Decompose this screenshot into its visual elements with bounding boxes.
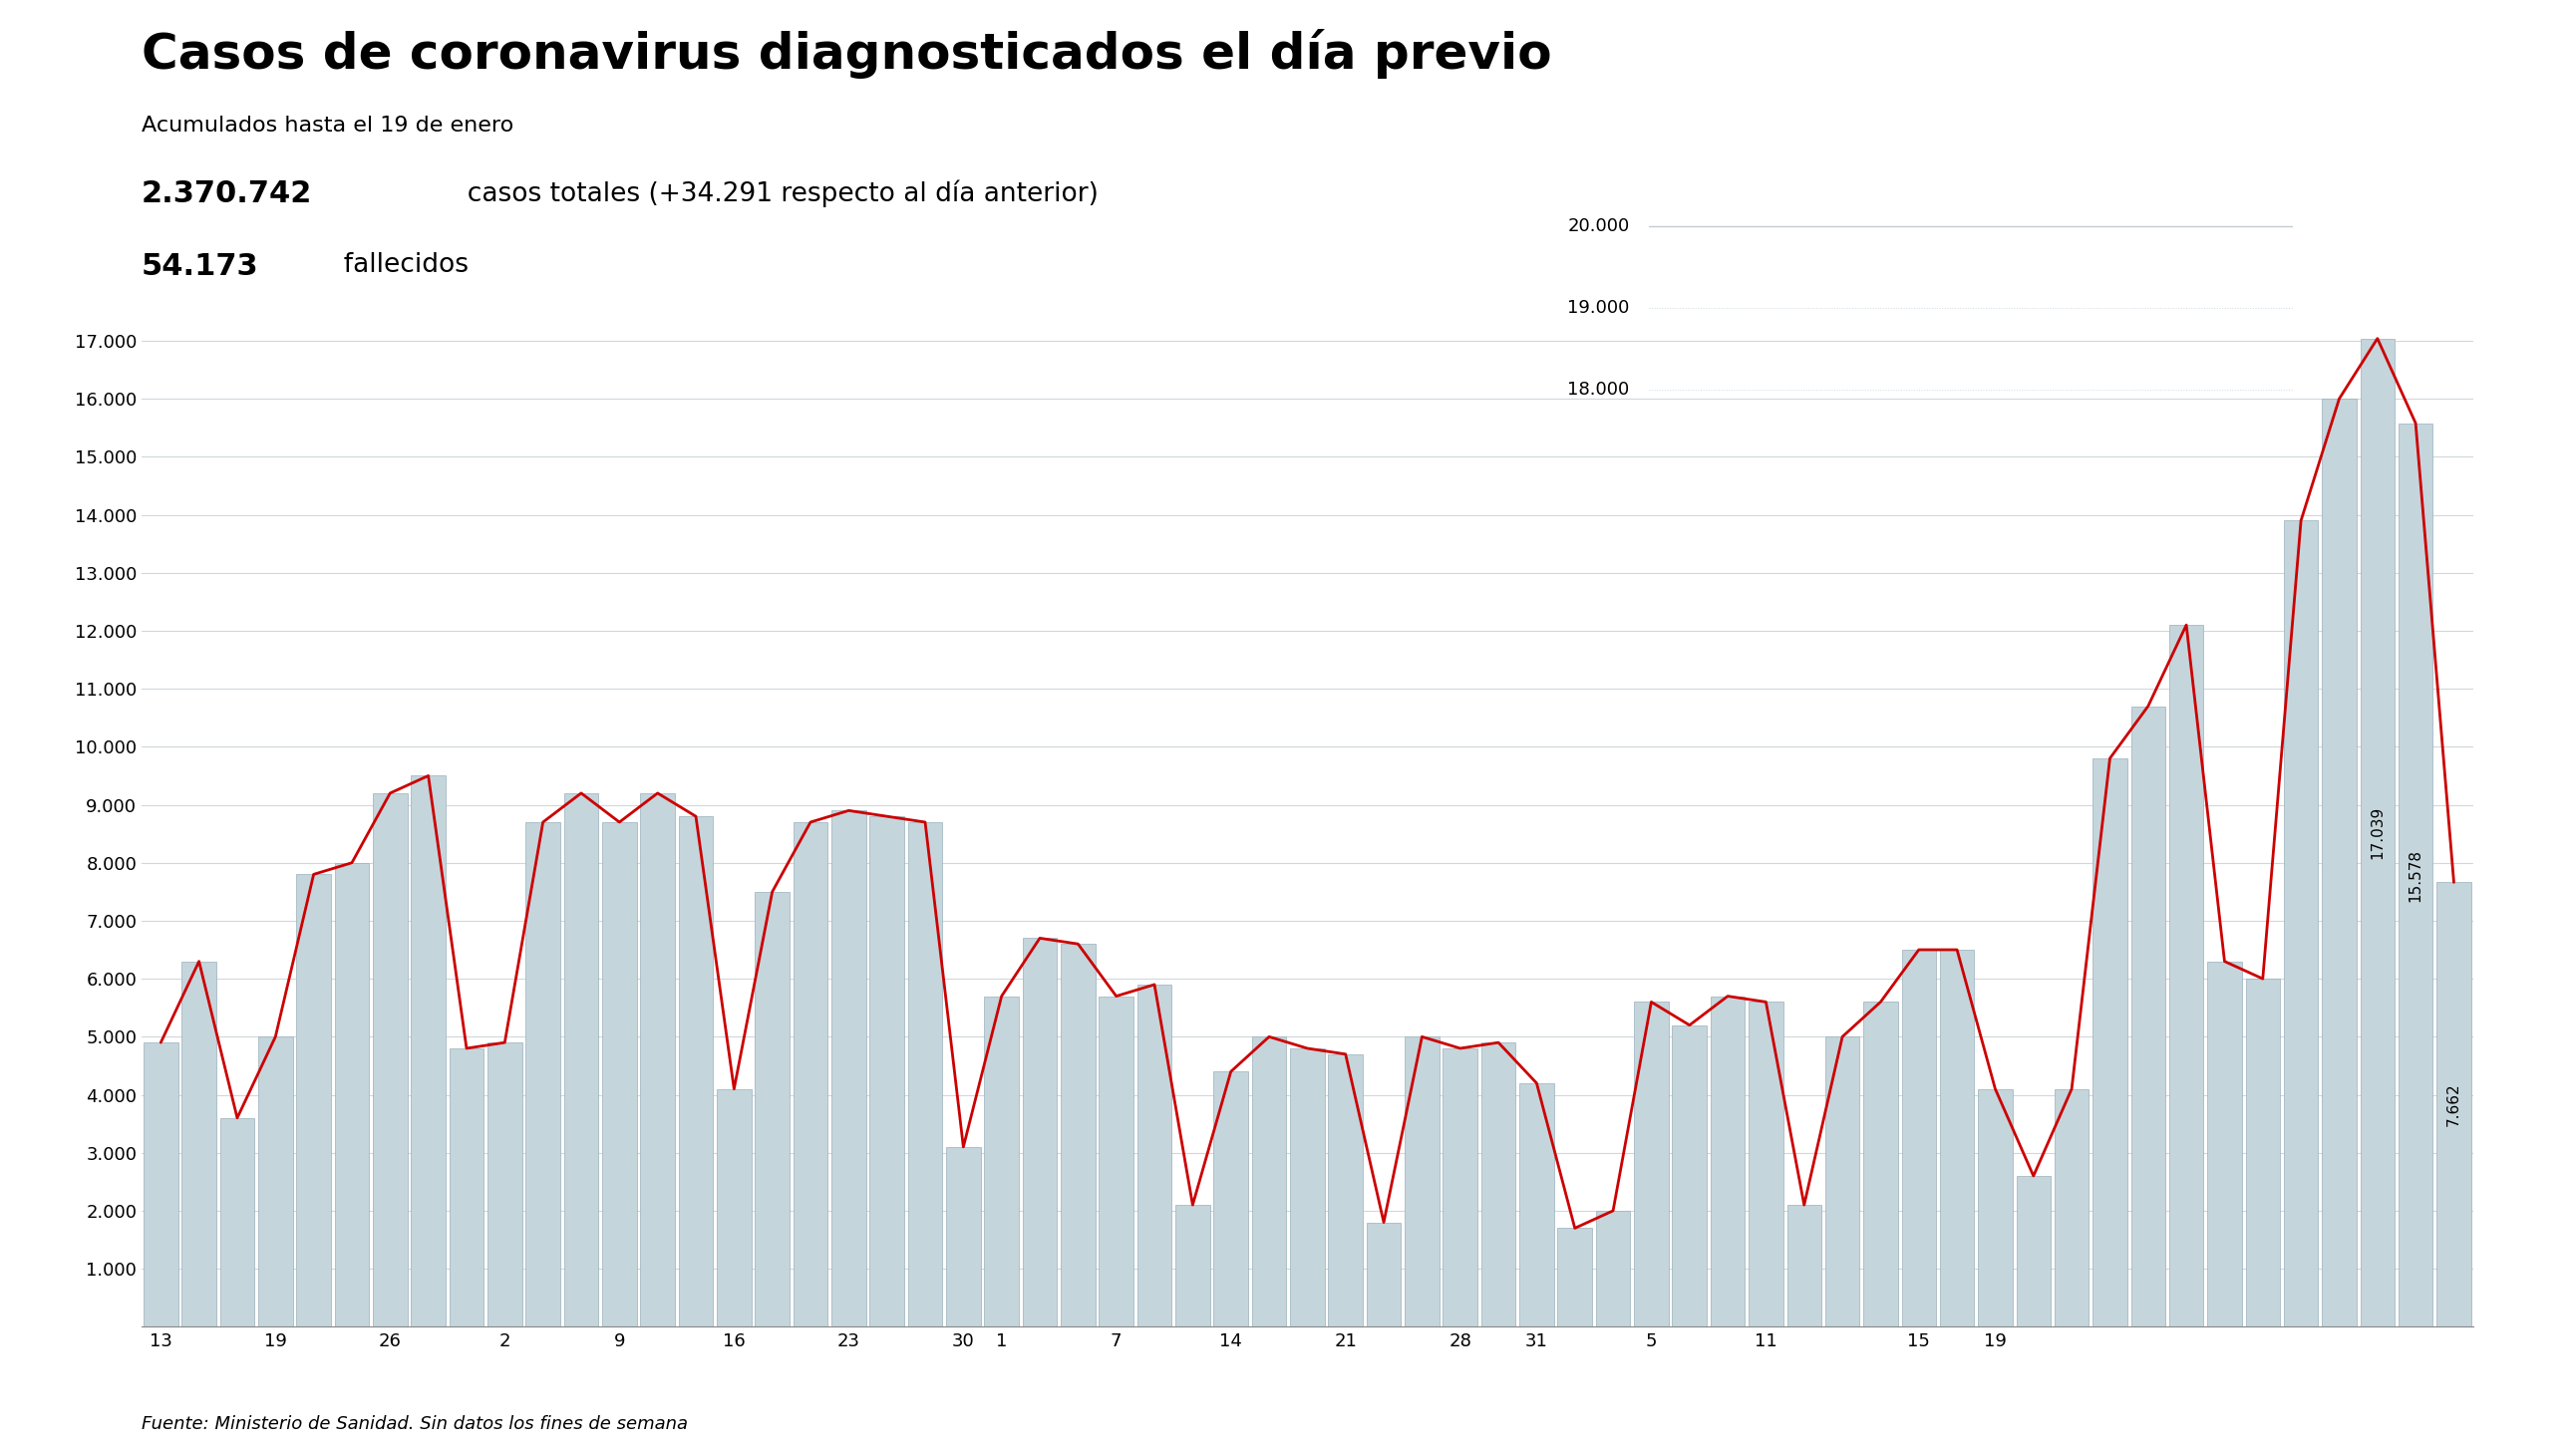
Bar: [2092, 758, 2128, 1327]
Bar: [448, 1048, 484, 1327]
Bar: [2285, 521, 2318, 1327]
Bar: [335, 863, 368, 1327]
Bar: [1404, 1037, 1440, 1327]
Bar: [1443, 1048, 1479, 1327]
Bar: [755, 892, 788, 1327]
Bar: [2056, 1089, 2089, 1327]
Bar: [1862, 1002, 1899, 1327]
Bar: [1481, 1043, 1515, 1327]
Text: 2.370.742: 2.370.742: [142, 180, 312, 209]
Bar: [2246, 979, 2280, 1327]
Text: 18.000: 18.000: [1566, 381, 1628, 399]
Text: 17.039: 17.039: [2370, 806, 2385, 860]
Bar: [2130, 706, 2166, 1327]
Bar: [1826, 1037, 1860, 1327]
Bar: [716, 1089, 752, 1327]
Text: 54.173: 54.173: [142, 252, 260, 281]
Bar: [183, 961, 216, 1327]
Bar: [677, 816, 714, 1327]
Bar: [871, 816, 904, 1327]
Bar: [1672, 1025, 1708, 1327]
Text: 15.578: 15.578: [2409, 848, 2424, 902]
Bar: [1100, 996, 1133, 1327]
Bar: [793, 822, 827, 1327]
Bar: [1978, 1089, 2012, 1327]
Bar: [296, 874, 330, 1327]
Bar: [832, 811, 866, 1327]
Bar: [1329, 1054, 1363, 1327]
Bar: [374, 793, 407, 1327]
Bar: [1252, 1037, 1285, 1327]
Bar: [2398, 423, 2432, 1327]
Bar: [1023, 938, 1056, 1327]
Bar: [907, 822, 943, 1327]
Bar: [412, 776, 446, 1327]
Bar: [1175, 1205, 1211, 1327]
Text: Acumulados hasta el 19 de enero: Acumulados hasta el 19 de enero: [142, 116, 513, 136]
Bar: [2169, 625, 2202, 1327]
Bar: [1633, 1002, 1669, 1327]
Bar: [945, 1147, 981, 1327]
Bar: [2017, 1176, 2050, 1327]
Bar: [641, 793, 675, 1327]
Text: fallecidos: fallecidos: [327, 252, 469, 278]
Bar: [1213, 1072, 1249, 1327]
Bar: [1291, 1048, 1324, 1327]
Bar: [2321, 399, 2357, 1327]
Bar: [219, 1118, 255, 1327]
Bar: [2437, 883, 2470, 1327]
Bar: [1749, 1002, 1783, 1327]
Bar: [1520, 1083, 1553, 1327]
Bar: [487, 1043, 523, 1327]
Bar: [1558, 1228, 1592, 1327]
Bar: [526, 822, 559, 1327]
Bar: [1597, 1211, 1631, 1327]
Bar: [1365, 1222, 1401, 1327]
Bar: [258, 1037, 294, 1327]
Bar: [1136, 985, 1172, 1327]
Bar: [1061, 944, 1095, 1327]
Bar: [2208, 961, 2241, 1327]
Bar: [1901, 950, 1937, 1327]
Text: 20.000: 20.000: [1566, 218, 1628, 235]
Bar: [603, 822, 636, 1327]
Bar: [984, 996, 1018, 1327]
Bar: [564, 793, 598, 1327]
Text: casos totales (+34.291 respecto al día anterior): casos totales (+34.291 respecto al día a…: [451, 180, 1097, 207]
Text: Casos de coronavirus diagnosticados el día previo: Casos de coronavirus diagnosticados el d…: [142, 29, 1551, 78]
Bar: [2360, 338, 2396, 1327]
Bar: [1710, 996, 1744, 1327]
Bar: [1940, 950, 1973, 1327]
Bar: [1788, 1205, 1821, 1327]
Text: Fuente: Ministerio de Sanidad. Sin datos los fines de semana: Fuente: Ministerio de Sanidad. Sin datos…: [142, 1415, 688, 1433]
Bar: [144, 1043, 178, 1327]
Text: 19.000: 19.000: [1566, 299, 1628, 318]
Text: 7.662: 7.662: [2447, 1083, 2460, 1127]
